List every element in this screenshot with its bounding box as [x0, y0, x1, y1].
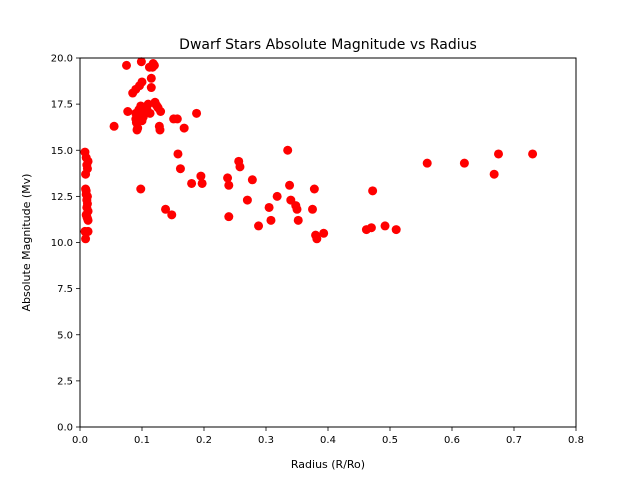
- data-point: [366, 223, 376, 233]
- data-point: [272, 191, 282, 201]
- data-point: [149, 60, 159, 70]
- data-point: [175, 164, 185, 174]
- data-point: [122, 60, 131, 70]
- data-point: [368, 186, 378, 196]
- y-axis-ticks: 0.0 2.5 5.0 7.5 10.0 12.5 15.0 17.5 20.0: [51, 54, 80, 434]
- x-axis-ticks: 0.0 0.1 0.2 0.3 0.4 0.5 0.6 0.7 0.8: [72, 427, 584, 446]
- data-point: [266, 215, 276, 225]
- data-point: [167, 210, 177, 220]
- data-point: [197, 178, 207, 188]
- y-tick-label: 17.5: [51, 100, 73, 111]
- data-point: [81, 190, 91, 200]
- data-point: [242, 195, 252, 205]
- data-point: [494, 149, 503, 159]
- data-point: [459, 158, 469, 168]
- x-tick-label: 0.4: [320, 435, 336, 446]
- data-point: [224, 180, 234, 190]
- chart-title: Dwarf Stars Absolute Magnitude vs Radius: [179, 37, 477, 53]
- data-point: [109, 121, 119, 131]
- y-axis-label: Absolute Magnitude (Mv): [20, 174, 33, 312]
- y-tick-label: 20.0: [51, 54, 73, 65]
- data-point: [81, 234, 91, 244]
- data-point: [82, 212, 92, 222]
- data-point: [179, 123, 189, 133]
- data-point: [391, 225, 401, 235]
- x-tick-label: 0.2: [196, 435, 212, 446]
- data-point: [247, 175, 257, 185]
- data-point: [173, 149, 183, 159]
- x-tick-label: 0.6: [444, 435, 460, 446]
- data-point: [137, 77, 147, 87]
- x-axis-label: Radius (R/Ro): [291, 458, 365, 471]
- points-layer: [80, 57, 538, 244]
- data-point: [133, 123, 143, 133]
- data-point: [380, 221, 390, 231]
- data-point: [145, 108, 155, 118]
- data-point: [196, 171, 206, 181]
- plot-area: [80, 58, 576, 427]
- data-point: [155, 125, 165, 135]
- x-tick-label: 0.7: [506, 435, 522, 446]
- y-tick-label: 7.5: [57, 284, 73, 295]
- y-tick-label: 0.0: [57, 423, 73, 434]
- data-point: [143, 99, 153, 109]
- data-point: [146, 73, 156, 83]
- data-point: [235, 162, 245, 172]
- y-tick-label: 5.0: [57, 330, 73, 341]
- data-point: [161, 204, 171, 214]
- data-point: [224, 212, 234, 222]
- y-tick-label: 12.5: [51, 192, 73, 203]
- data-point: [146, 83, 156, 93]
- data-point: [292, 204, 302, 214]
- data-point: [309, 184, 319, 194]
- data-point: [285, 180, 295, 190]
- data-point: [156, 107, 166, 117]
- x-tick-label: 0.8: [568, 435, 584, 446]
- data-point: [312, 234, 322, 244]
- y-tick-label: 15.0: [51, 146, 73, 157]
- data-point: [319, 228, 329, 238]
- x-tick-label: 0.1: [134, 435, 150, 446]
- y-tick-label: 10.0: [51, 238, 73, 249]
- data-point: [192, 108, 202, 118]
- data-point: [293, 215, 303, 225]
- data-point: [187, 178, 197, 188]
- x-tick-label: 0.5: [382, 435, 398, 446]
- data-point: [283, 145, 293, 155]
- data-point: [254, 221, 264, 231]
- y-tick-label: 2.5: [57, 376, 73, 387]
- data-point: [83, 156, 93, 166]
- data-point: [223, 173, 233, 183]
- data-point: [136, 57, 146, 67]
- data-point: [308, 204, 317, 214]
- data-point: [136, 184, 146, 194]
- data-point: [172, 114, 182, 124]
- x-tick-label: 0.0: [72, 435, 88, 446]
- data-point: [264, 202, 274, 212]
- data-point: [422, 158, 432, 168]
- data-point: [82, 164, 92, 174]
- x-tick-label: 0.3: [258, 435, 274, 446]
- data-point: [489, 169, 499, 179]
- data-point: [83, 226, 93, 236]
- data-point: [528, 149, 538, 159]
- data-point: [123, 107, 133, 117]
- data-point: [82, 202, 92, 212]
